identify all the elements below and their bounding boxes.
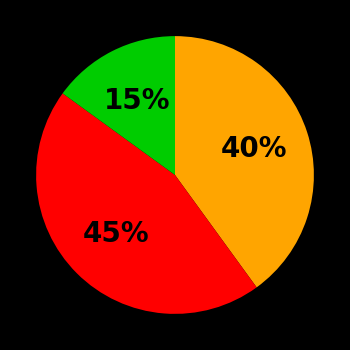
Text: 15%: 15%: [104, 87, 170, 115]
Wedge shape: [36, 93, 257, 314]
Text: 45%: 45%: [83, 220, 149, 248]
Text: 40%: 40%: [221, 135, 287, 163]
Wedge shape: [63, 36, 175, 175]
Wedge shape: [175, 36, 314, 287]
